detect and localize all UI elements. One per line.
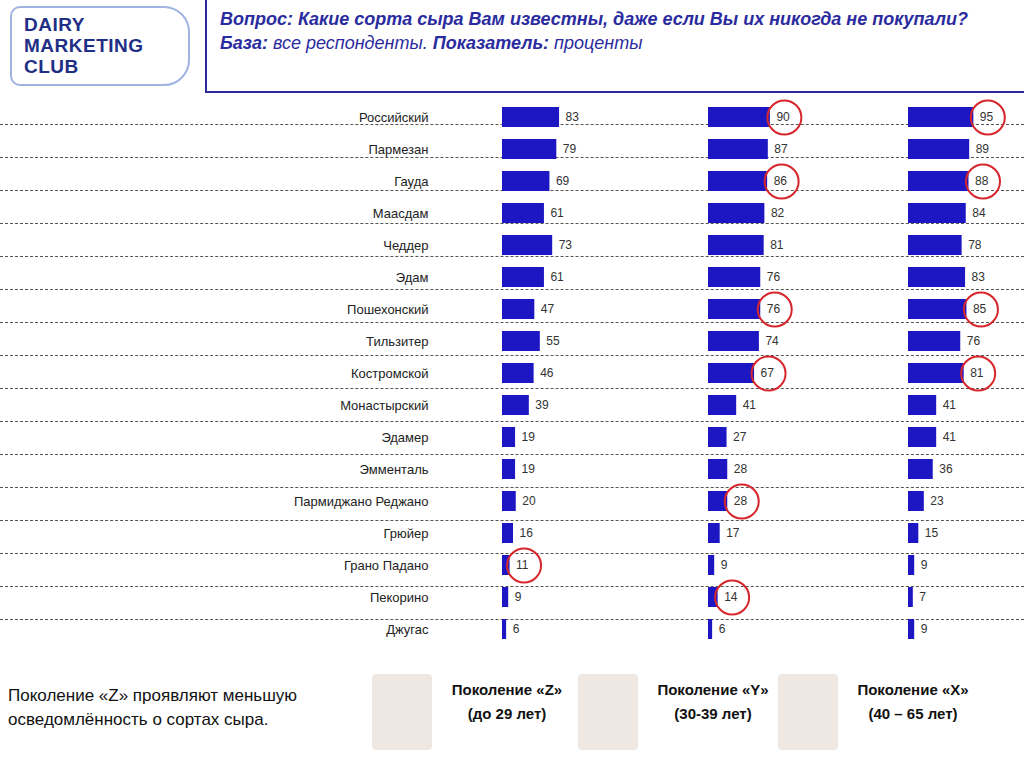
svg-text:84: 84 — [972, 206, 986, 220]
svg-text:20: 20 — [522, 494, 536, 508]
svg-text:Костромской: Костромской — [351, 366, 428, 381]
svg-text:89: 89 — [976, 142, 990, 156]
svg-text:41: 41 — [743, 398, 757, 412]
svg-text:83: 83 — [972, 270, 986, 284]
svg-text:Джугас: Джугас — [386, 622, 429, 637]
svg-text:28: 28 — [734, 462, 748, 476]
svg-text:76: 76 — [767, 270, 781, 284]
svg-text:81: 81 — [770, 238, 784, 252]
svg-text:86: 86 — [774, 174, 788, 188]
svg-text:11: 11 — [516, 558, 529, 572]
svg-text:46: 46 — [540, 366, 554, 380]
html-text:Вопрос: Какие сорта сыра Вам и: Вопрос: Какие сорта сыра Вам известны, д… — [220, 9, 968, 29]
svg-text:74: 74 — [765, 334, 779, 348]
svg-text:47: 47 — [541, 302, 555, 316]
svg-text:90: 90 — [776, 110, 790, 124]
html-text:DAIRY: DAIRY — [24, 14, 85, 35]
svg-text:81: 81 — [970, 366, 984, 380]
svg-text:61: 61 — [550, 206, 564, 220]
svg-text:27: 27 — [733, 430, 747, 444]
svg-text:36: 36 — [939, 462, 953, 476]
svg-text:Российский: Российский — [359, 110, 429, 125]
html-text:Поколение «X»: Поколение «X» — [857, 681, 969, 698]
html-text:Поколение «Z» проявляют меньшу: Поколение «Z» проявляют меньшую осведомл… — [8, 686, 298, 729]
svg-text:82: 82 — [771, 206, 785, 220]
svg-text:Маасдам: Маасдам — [373, 206, 429, 221]
html-text:(40 – 65 лет): (40 – 65 лет) — [868, 705, 958, 722]
html-text:(до 29 лет): (до 29 лет) — [467, 705, 547, 722]
svg-text:14: 14 — [724, 590, 738, 604]
html-text:Поколение «Y»: Поколение «Y» — [657, 681, 769, 698]
html-text:База: все респонденты. Показат: База: все респонденты. Показатель: проце… — [220, 33, 643, 53]
svg-text:6: 6 — [719, 622, 726, 636]
svg-text:7: 7 — [919, 590, 926, 604]
svg-text:Гауда: Гауда — [394, 174, 429, 189]
svg-text:55: 55 — [546, 334, 560, 348]
svg-text:39: 39 — [535, 398, 549, 412]
svg-text:9: 9 — [721, 558, 728, 572]
svg-text:Пошехонский: Пошехонский — [347, 302, 428, 317]
svg-text:19: 19 — [522, 462, 536, 476]
html-text:(30-39 лет): (30-39 лет) — [674, 705, 752, 722]
svg-text:9: 9 — [921, 558, 928, 572]
svg-text:16: 16 — [520, 526, 534, 540]
svg-text:Эдам: Эдам — [396, 270, 429, 285]
svg-text:Монастырский: Монастырский — [340, 398, 428, 413]
svg-text:79: 79 — [563, 142, 577, 156]
svg-text:87: 87 — [774, 142, 788, 156]
svg-text:19: 19 — [522, 430, 536, 444]
svg-text:Тильзитер: Тильзитер — [366, 334, 428, 349]
svg-text:76: 76 — [767, 302, 781, 316]
svg-text:88: 88 — [975, 174, 989, 188]
svg-text:78: 78 — [968, 238, 982, 252]
svg-text:28: 28 — [734, 494, 748, 508]
svg-text:9: 9 — [515, 590, 522, 604]
svg-text:41: 41 — [943, 398, 957, 412]
html-text:MARKETING: MARKETING — [24, 35, 144, 56]
svg-text:9: 9 — [921, 622, 928, 636]
svg-text:Эдамер: Эдамер — [381, 430, 428, 445]
html-text:Поколение «Z»: Поколение «Z» — [451, 681, 563, 698]
svg-text:85: 85 — [973, 302, 987, 316]
svg-text:Пекорино: Пекорино — [370, 590, 429, 605]
svg-text:67: 67 — [761, 366, 775, 380]
svg-text:69: 69 — [556, 174, 570, 188]
svg-text:73: 73 — [559, 238, 573, 252]
svg-text:61: 61 — [550, 270, 564, 284]
svg-text:6: 6 — [513, 622, 520, 636]
svg-text:17: 17 — [726, 526, 740, 540]
svg-text:83: 83 — [566, 110, 580, 124]
svg-text:Эмменталь: Эмменталь — [360, 462, 429, 477]
svg-text:76: 76 — [967, 334, 981, 348]
svg-text:23: 23 — [930, 494, 944, 508]
svg-text:41: 41 — [943, 430, 957, 444]
html-text:CLUB: CLUB — [24, 56, 79, 77]
svg-text:Грано Падано: Грано Падано — [344, 558, 429, 573]
svg-text:15: 15 — [925, 526, 939, 540]
svg-text:95: 95 — [980, 110, 994, 124]
svg-text:Пармезан: Пармезан — [368, 142, 428, 157]
svg-text:Чеддер: Чеддер — [383, 238, 428, 253]
svg-text:Грюйер: Грюйер — [383, 526, 428, 541]
svg-text:Пармиджано Реджано: Пармиджано Реджано — [294, 494, 429, 509]
